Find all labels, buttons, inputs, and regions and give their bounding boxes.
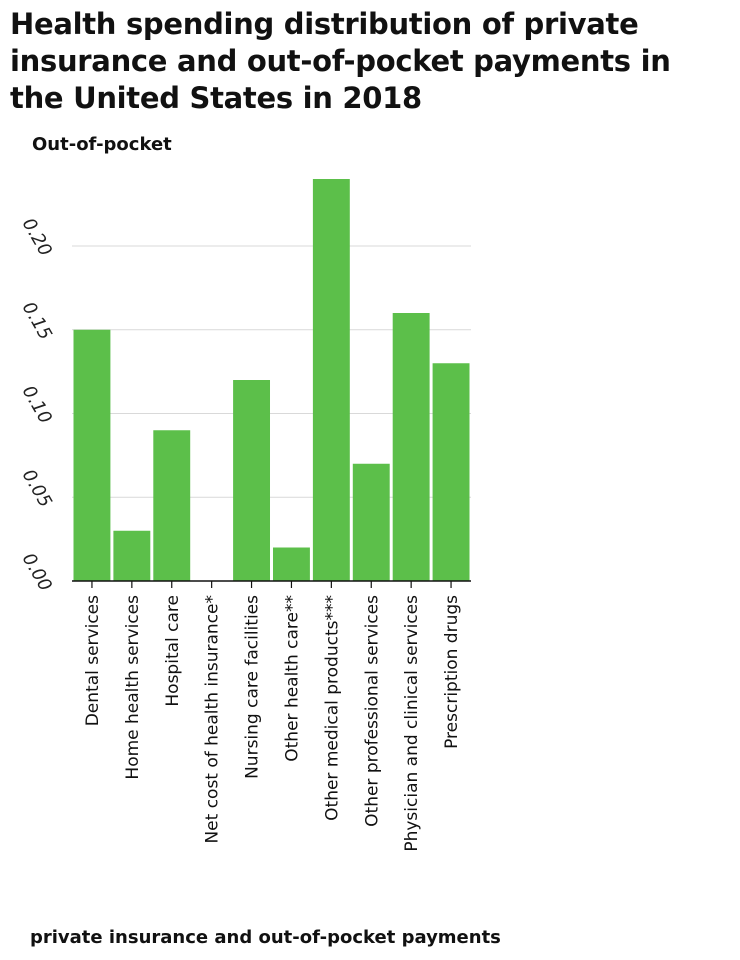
category-label: Other medical products*** bbox=[322, 595, 342, 821]
bar bbox=[272, 547, 310, 581]
y-tick-label: 0.00 bbox=[18, 550, 56, 595]
bar bbox=[153, 430, 191, 581]
chart-title: Health spending distribution of private … bbox=[10, 7, 671, 116]
category-label: Home health services bbox=[123, 595, 143, 780]
x-ticks bbox=[91, 581, 452, 588]
bar bbox=[432, 363, 470, 581]
category-label: Nursing care facilities bbox=[243, 595, 263, 779]
category-label: Net cost of health insurance* bbox=[203, 595, 223, 844]
bar bbox=[392, 313, 430, 581]
bar bbox=[312, 179, 350, 581]
bar bbox=[73, 329, 111, 581]
y-tick-label: 0.15 bbox=[18, 298, 56, 343]
y-tick-label: 0.10 bbox=[18, 382, 56, 427]
y-tick-label: 0.20 bbox=[18, 215, 56, 260]
category-label: Other professional services bbox=[362, 595, 382, 827]
y-tick-labels: 0.00 0.05 0.10 0.15 0.20 bbox=[18, 215, 56, 595]
category-labels: Dental services Home health services Hospi… bbox=[83, 595, 462, 852]
category-label: Prescription drugs bbox=[442, 595, 462, 749]
bar bbox=[113, 530, 151, 581]
category-label: Dental services bbox=[83, 595, 103, 726]
bar bbox=[352, 463, 390, 581]
category-label: Hospital care bbox=[163, 595, 183, 707]
x-axis-label: private insurance and out-of-pocket paym… bbox=[30, 927, 501, 948]
bars bbox=[73, 179, 470, 581]
y-axis-label: Out-of-pocket bbox=[32, 134, 172, 155]
category-label: Physician and clinical services bbox=[402, 595, 422, 852]
category-label: Other health care** bbox=[282, 595, 302, 762]
bar bbox=[233, 380, 271, 581]
y-tick-label: 0.05 bbox=[18, 466, 56, 511]
